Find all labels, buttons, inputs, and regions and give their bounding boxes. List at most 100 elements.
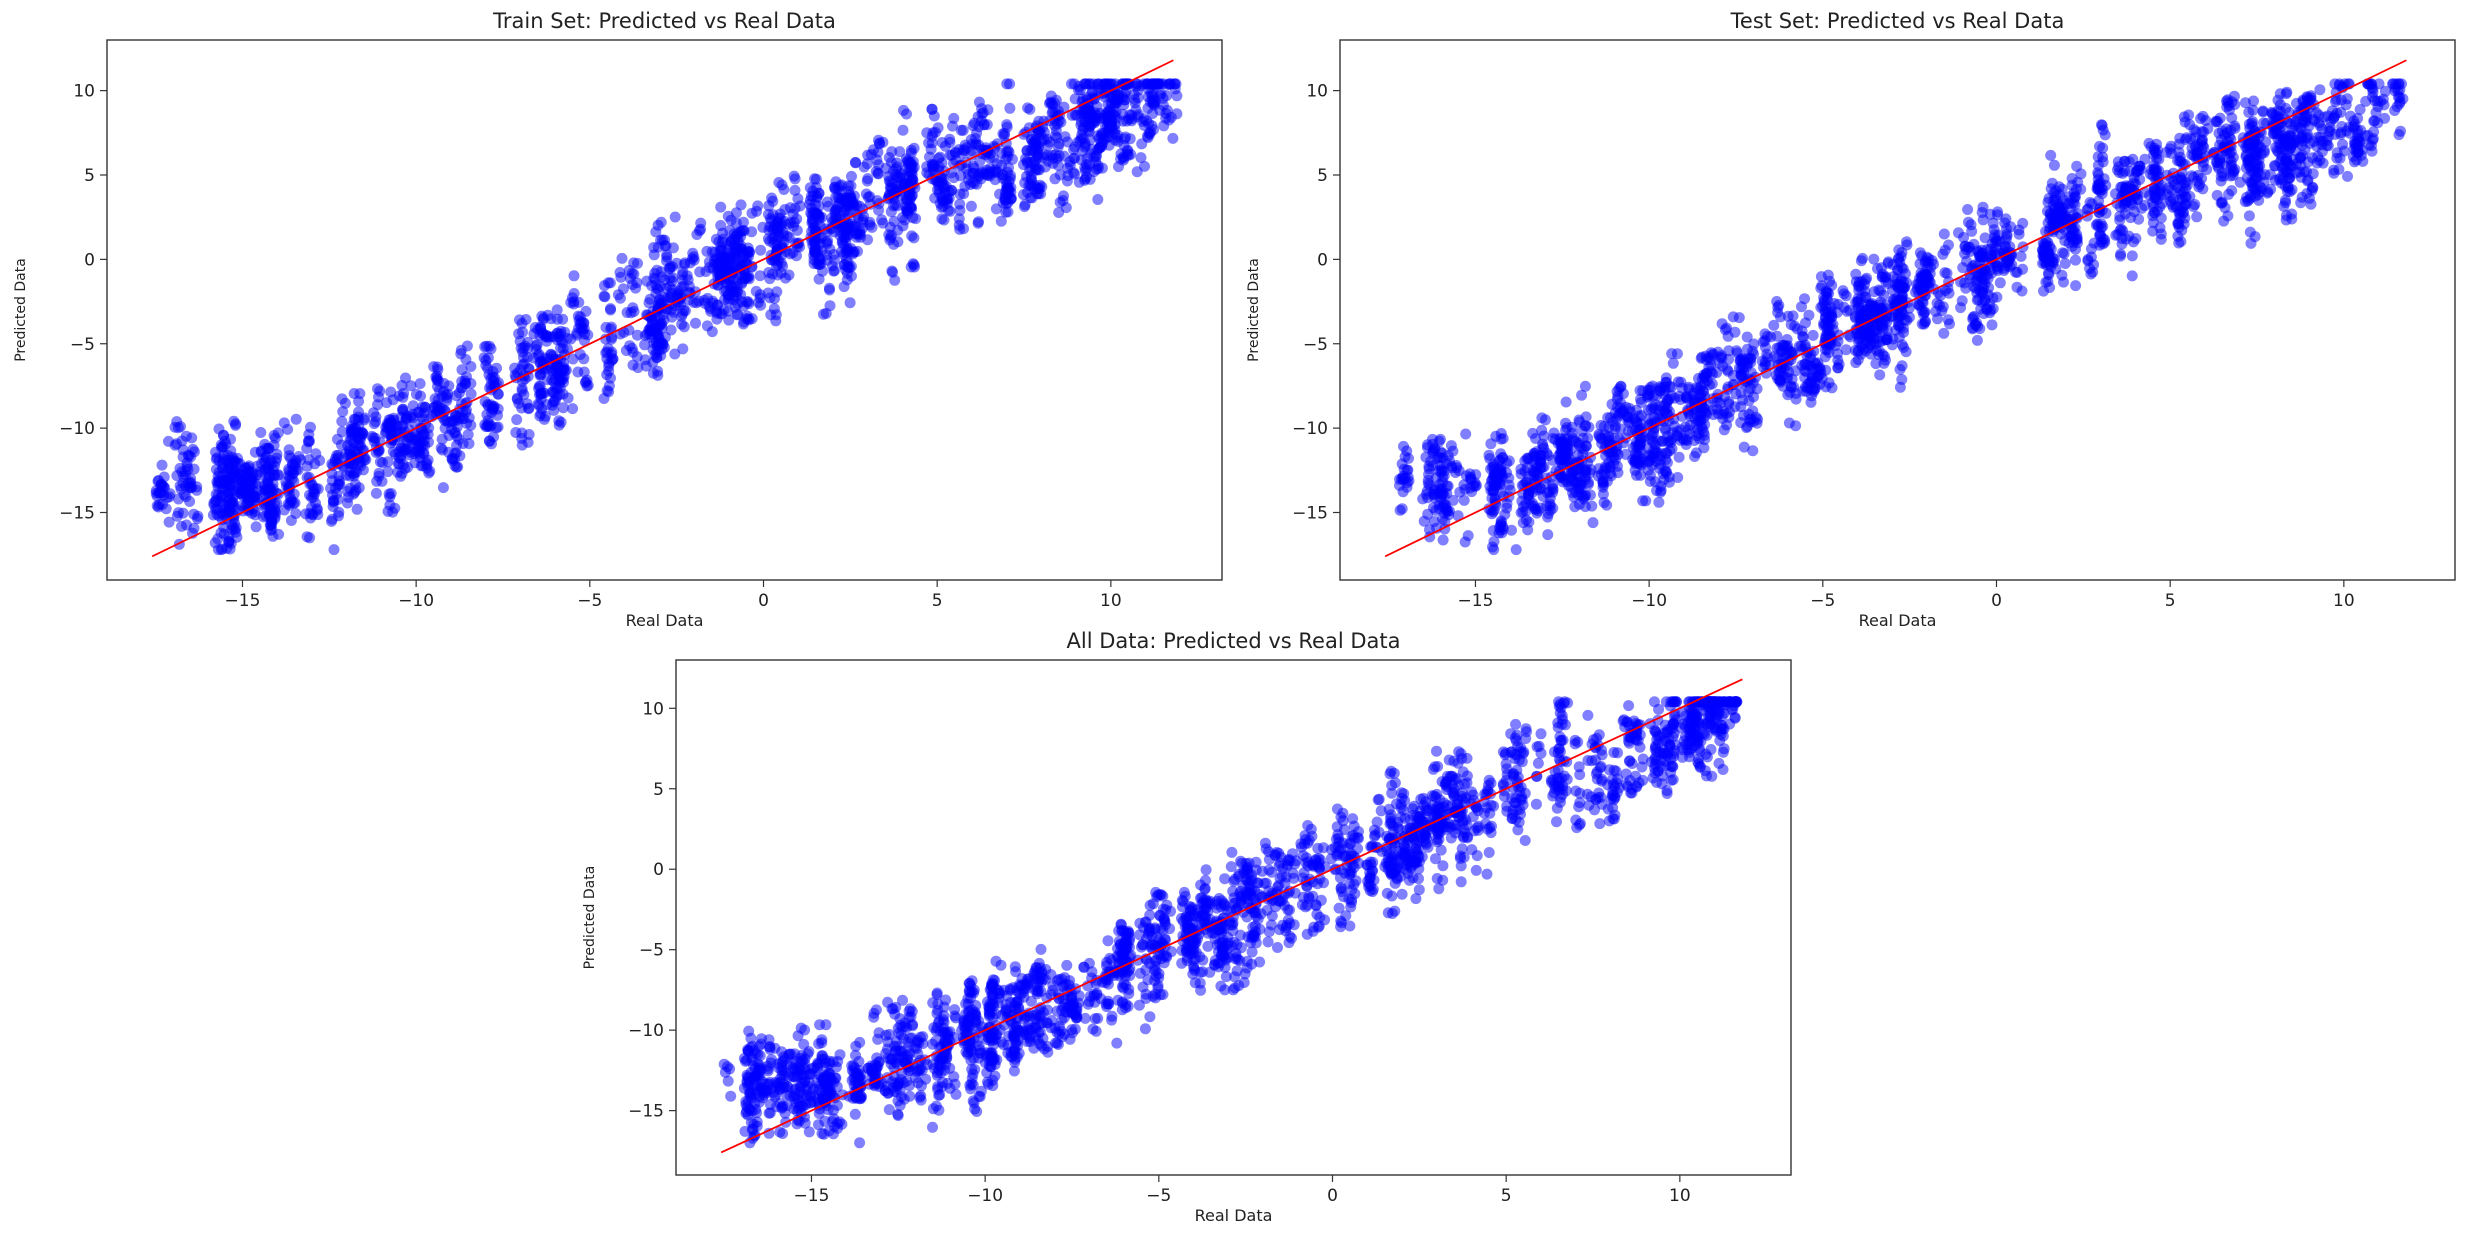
scatter-point (397, 391, 409, 403)
scatter-point (1538, 461, 1550, 473)
scatter-point (614, 292, 626, 304)
scatter-point (487, 404, 499, 416)
scatter-point (191, 481, 203, 493)
scatter-point (2222, 97, 2234, 109)
scatter-point (1031, 188, 1043, 200)
scatter-point (391, 420, 403, 432)
scatter-point (1537, 490, 1549, 502)
scatter-point (676, 318, 688, 330)
scatter-point (821, 249, 833, 261)
scatter-point (743, 314, 755, 326)
scatter-point (1083, 158, 1095, 170)
scatter-point (1994, 277, 2006, 289)
scatter-point (973, 96, 985, 108)
scatter-point (456, 364, 468, 376)
scatter-point (1171, 108, 1183, 120)
scatter-point (1938, 228, 1950, 240)
scatter-point (838, 281, 850, 293)
scatter-point (382, 456, 394, 468)
scatter-point (1109, 134, 1121, 146)
scatter-point (1772, 301, 1784, 313)
scatter-point (860, 188, 872, 200)
scatter-point (339, 397, 351, 409)
scatter-point (1080, 171, 1092, 183)
scatter-points (1394, 78, 2409, 556)
scatter-point (604, 277, 616, 289)
scatter-point (2112, 229, 2124, 240)
scatter-point (264, 483, 276, 495)
scatter-point (715, 220, 727, 231)
scatter-point (336, 426, 348, 438)
scatter-point (2342, 170, 2353, 182)
scatter-point (1896, 374, 1908, 385)
scatter-point (628, 306, 640, 317)
scatter-point (2197, 183, 2209, 195)
scatter-point (1701, 367, 1713, 379)
scatter-point (422, 454, 434, 466)
scatter-point (1797, 385, 1809, 397)
x-tick-label: −10 (398, 591, 434, 611)
scatter-point (1132, 92, 1144, 104)
scatter-point (349, 478, 361, 490)
scatter-point (958, 145, 970, 157)
scatter-point (954, 198, 966, 210)
scatter-point (2191, 211, 2203, 223)
scatter-point (1956, 295, 1968, 307)
scatter-point (947, 120, 958, 132)
scatter-point (1717, 408, 1729, 420)
scatter-point (617, 283, 629, 295)
scatter-point (1022, 102, 1034, 114)
scatter-point (1800, 317, 1811, 329)
scatter-point (1718, 424, 1730, 436)
scatter-point (453, 387, 465, 399)
scatter-point (731, 280, 743, 292)
scatter-point (925, 143, 937, 155)
scatter-point (1465, 473, 1477, 485)
scatter-point (631, 329, 643, 341)
scatter-point (731, 309, 743, 321)
scatter-point (1055, 116, 1067, 128)
scatter-point (933, 187, 945, 199)
scatter-point (996, 147, 1008, 159)
scatter-point (884, 181, 896, 193)
scatter-point (1894, 363, 1906, 375)
scatter-point (655, 216, 667, 228)
scatter-point (1805, 396, 1817, 408)
scatter-point (2334, 152, 2346, 164)
scatter-point (874, 137, 886, 149)
scatter-point (157, 498, 168, 510)
scatter-point (902, 195, 913, 206)
scatter-point (290, 413, 302, 425)
scatter-point (889, 168, 901, 180)
scatter-point (222, 458, 234, 470)
scatter-point (944, 136, 956, 148)
scatter-point (333, 510, 344, 522)
scatter-point (1135, 80, 1147, 92)
scatter-point (866, 221, 878, 233)
scatter-point (1131, 166, 1143, 178)
scatter-point (821, 196, 833, 208)
scatter-point (1019, 201, 1030, 213)
scatter-point (163, 516, 175, 528)
scatter-point (968, 178, 980, 189)
scatter-point (1959, 248, 1971, 260)
scatter-point (1654, 400, 1666, 412)
scatter-points (150, 78, 1183, 556)
scatter-point (480, 354, 492, 366)
scatter-point (565, 333, 577, 345)
scatter-point (1542, 529, 1554, 541)
scatter-point (1968, 238, 1980, 250)
scatter-point (677, 308, 689, 320)
scatter-point (278, 417, 290, 429)
scatter-point (606, 321, 617, 333)
scatter-point (1520, 514, 1532, 526)
scatter-point (186, 432, 198, 444)
scatter-point (1541, 500, 1553, 512)
scatter-point (2299, 144, 2311, 156)
scatter-point (1517, 501, 1529, 513)
scatter-point (1868, 286, 1880, 298)
scatter-point (628, 257, 640, 269)
scatter-point (511, 414, 523, 426)
scatter-point (1733, 312, 1745, 324)
